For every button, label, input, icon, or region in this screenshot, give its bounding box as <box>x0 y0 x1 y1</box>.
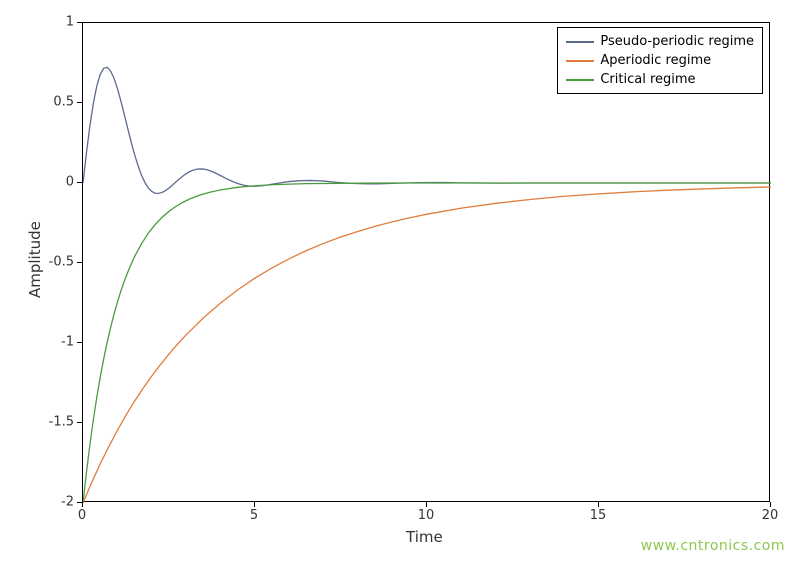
legend: Pseudo-periodic regime Aperiodic regime Cr… <box>557 27 763 94</box>
plot-area: Pseudo-periodic regime Aperiodic regime Cr… <box>82 22 770 502</box>
y-tick-label: -1 <box>40 335 74 350</box>
y-tick-mark <box>77 342 82 343</box>
legend-swatch <box>566 41 594 43</box>
x-tick-label: 0 <box>78 508 86 523</box>
legend-label: Pseudo-periodic regime <box>600 34 754 49</box>
legend-label: Critical regime <box>600 72 695 87</box>
y-tick-mark <box>77 502 82 503</box>
legend-swatch <box>566 60 594 62</box>
y-tick-label: -2 <box>40 495 74 510</box>
y-tick-mark <box>77 422 82 423</box>
legend-row-1: Aperiodic regime <box>566 51 754 70</box>
x-tick-label: 15 <box>590 508 607 523</box>
legend-label: Aperiodic regime <box>600 53 711 68</box>
y-tick-mark <box>77 182 82 183</box>
series-line-2 <box>83 183 771 503</box>
y-tick-mark <box>77 262 82 263</box>
x-tick-mark <box>254 502 255 507</box>
legend-row-0: Pseudo-periodic regime <box>566 32 754 51</box>
y-tick-mark <box>77 102 82 103</box>
y-tick-mark <box>77 22 82 23</box>
y-tick-label: 0.5 <box>40 95 74 110</box>
x-tick-mark <box>770 502 771 507</box>
series-line-1 <box>83 187 771 503</box>
plot-svg <box>83 23 771 503</box>
y-tick-label: -1.5 <box>40 415 74 430</box>
y-tick-label: 0 <box>40 175 74 190</box>
x-tick-mark <box>598 502 599 507</box>
x-tick-label: 5 <box>250 508 258 523</box>
y-tick-label: -0.5 <box>40 255 74 270</box>
watermark: www.cntronics.com <box>641 538 785 554</box>
x-axis-label: Time <box>406 528 443 546</box>
x-tick-label: 10 <box>418 508 435 523</box>
legend-row-2: Critical regime <box>566 70 754 89</box>
legend-swatch <box>566 79 594 81</box>
x-tick-mark <box>426 502 427 507</box>
y-tick-label: 1 <box>40 15 74 30</box>
x-tick-label: 20 <box>762 508 779 523</box>
chart-container: Pseudo-periodic regime Aperiodic regime Cr… <box>0 0 797 562</box>
x-tick-mark <box>82 502 83 507</box>
